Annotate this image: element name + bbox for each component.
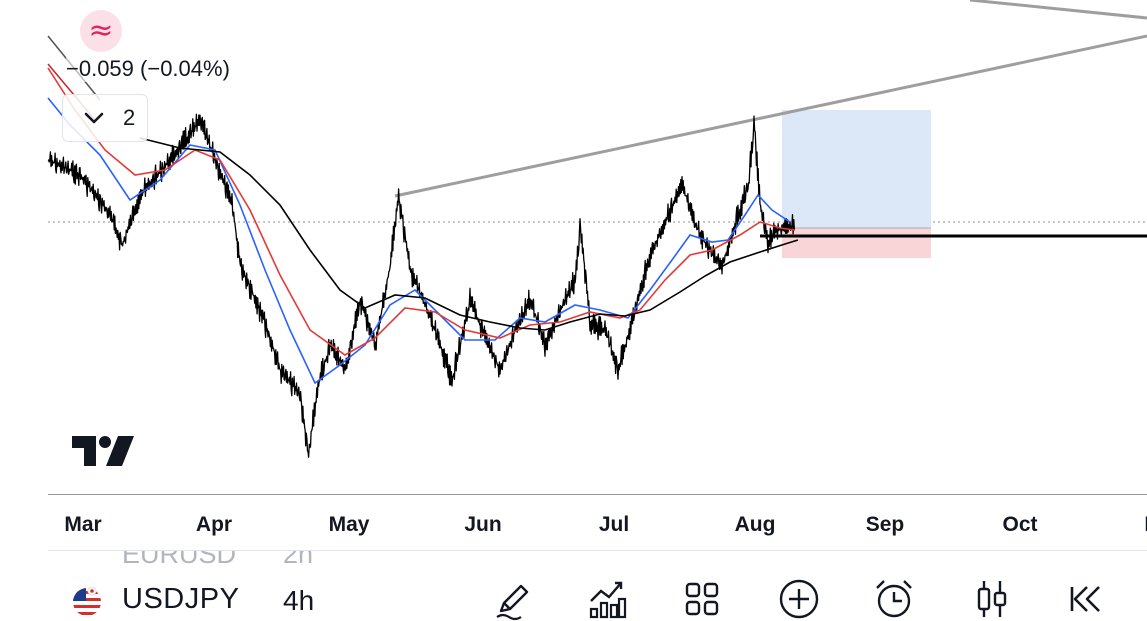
price-candles (47, 113, 796, 458)
indicators-button[interactable] (585, 577, 629, 621)
month-label: Mar (64, 513, 102, 536)
month-label: May (328, 513, 370, 536)
tradingview-logo (72, 436, 134, 466)
price-change: −0.059 (−0.04%) (66, 56, 230, 82)
bottom-toolbar: EURUSD 2h USDJPY 4h (0, 551, 1147, 621)
month-label: Oct (1002, 513, 1038, 536)
approx-icon[interactable]: ≈ (80, 10, 122, 52)
month-label: Jul (598, 513, 630, 536)
price-chart[interactable] (0, 0, 1147, 494)
candles-icon (977, 581, 1007, 617)
alarm-clock-icon (876, 580, 912, 618)
month-label: Sep (865, 513, 905, 536)
month-label: Aug (734, 513, 776, 536)
layout-grid-icon (685, 582, 719, 616)
previous-symbol[interactable]: EURUSD (122, 551, 237, 569)
chevron-down-icon (84, 112, 104, 124)
interval-button[interactable]: 4h (283, 585, 315, 616)
chart-type-button[interactable] (970, 577, 1014, 621)
month-label: N (1144, 513, 1147, 537)
indicators-icon (589, 581, 627, 619)
trendline-upper[interactable] (394, 34, 1147, 198)
replay-button[interactable] (1066, 577, 1110, 621)
axis-divider (48, 550, 1147, 551)
drawing-tool-button[interactable] (491, 577, 535, 621)
add-button[interactable] (777, 577, 821, 621)
time-axis[interactable]: Mar Apr May Jun Jul Aug Sep Oct N (48, 494, 1147, 551)
alert-button[interactable] (872, 577, 916, 621)
profit-zone[interactable] (782, 110, 931, 228)
collapse-indicators-button[interactable]: 2 (62, 94, 148, 142)
loss-zone[interactable] (782, 228, 931, 258)
trendline-top[interactable] (969, 0, 1147, 20)
indicator-count: 2 (123, 105, 136, 130)
add-circle-icon (779, 579, 819, 619)
month-label: Apr (195, 513, 233, 536)
pencil-icon (496, 584, 529, 621)
ema-slow-line (139, 137, 799, 331)
ema-fast-line (47, 97, 791, 385)
us-japan-flag-icon (73, 587, 101, 616)
symbol-name[interactable]: USDJPY (122, 583, 240, 615)
layout-button[interactable] (680, 577, 724, 621)
month-label: Jun (464, 513, 502, 536)
ema-mid-line (47, 67, 796, 356)
rewind-icon (1070, 586, 1100, 612)
previous-interval[interactable]: 2h (283, 551, 314, 569)
